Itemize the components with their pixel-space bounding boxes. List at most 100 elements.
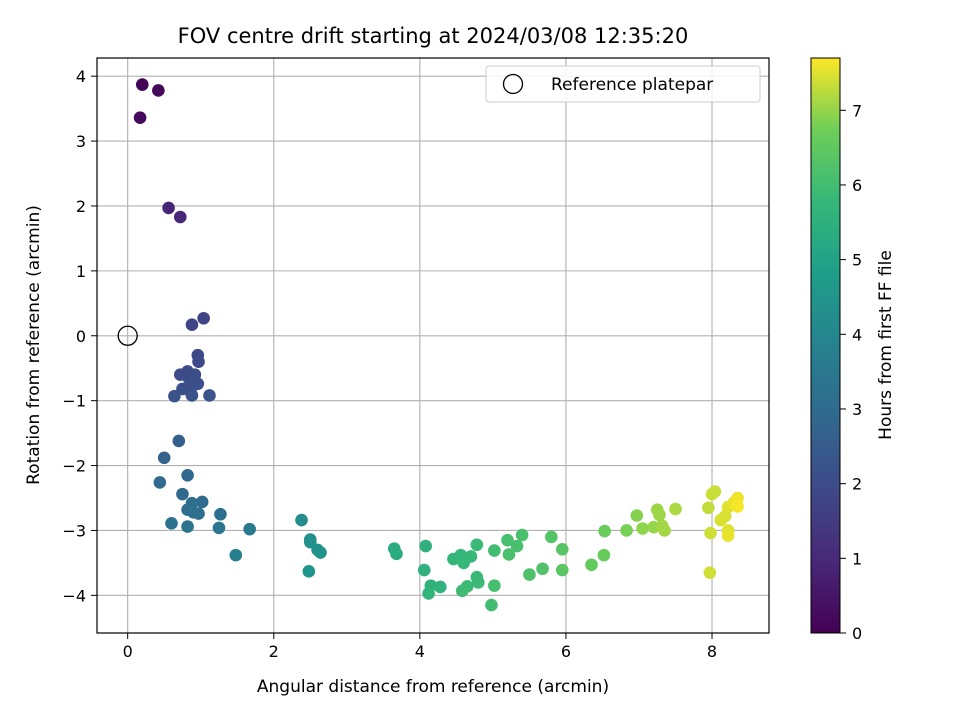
y-tick-label: 1 bbox=[76, 262, 86, 281]
data-point bbox=[457, 556, 470, 570]
y-tick-label: 2 bbox=[76, 197, 86, 216]
colorbar-tick-label: 5 bbox=[852, 251, 862, 270]
data-point bbox=[703, 566, 717, 579]
data-point bbox=[555, 542, 569, 556]
data-point bbox=[212, 521, 226, 535]
data-point bbox=[192, 355, 205, 369]
data-point bbox=[502, 548, 516, 561]
x-tick-label: 0 bbox=[123, 642, 133, 661]
data-point bbox=[470, 538, 484, 552]
x-tick-label: 6 bbox=[561, 642, 571, 661]
reference-platepar-marker bbox=[117, 325, 138, 346]
data-point bbox=[185, 318, 199, 332]
colorbar-tick-label: 7 bbox=[852, 101, 862, 120]
data-point bbox=[422, 587, 435, 600]
data-point bbox=[181, 468, 194, 482]
data-point bbox=[731, 500, 744, 513]
data-point bbox=[314, 546, 327, 559]
data-point bbox=[390, 547, 403, 561]
data-point bbox=[302, 565, 316, 578]
data-point bbox=[455, 584, 469, 598]
data-point bbox=[636, 522, 649, 535]
data-point bbox=[229, 548, 243, 562]
colorbar-gradient bbox=[810, 57, 841, 634]
data-point bbox=[152, 84, 165, 97]
data-point bbox=[133, 111, 147, 125]
data-point bbox=[585, 558, 598, 572]
x-axis-ticks: 0 2 4 6 8 bbox=[123, 633, 717, 661]
data-point bbox=[597, 548, 611, 562]
data-point bbox=[523, 568, 536, 581]
data-point bbox=[598, 524, 611, 538]
colorbar-ticks: 0 1 2 3 4 5 6 7 bbox=[840, 101, 862, 643]
data-point bbox=[295, 513, 308, 527]
data-point bbox=[515, 528, 529, 542]
legend-marker bbox=[502, 73, 524, 95]
data-point bbox=[721, 529, 735, 542]
data-point bbox=[185, 389, 199, 402]
data-point bbox=[195, 495, 209, 509]
y-tick-label: 0 bbox=[76, 327, 86, 346]
data-point bbox=[214, 507, 227, 521]
colorbar-tick-label: 2 bbox=[852, 475, 862, 494]
data-point bbox=[545, 530, 558, 544]
data-point bbox=[172, 434, 186, 448]
data-point bbox=[157, 451, 171, 465]
colorbar: 0 1 2 3 4 5 6 7 Hours from first FF file bbox=[810, 57, 896, 643]
y-tick-label: 4 bbox=[76, 67, 86, 86]
data-point bbox=[135, 78, 149, 91]
legend: Reference platepar bbox=[485, 65, 761, 103]
y-tick-label: 3 bbox=[76, 132, 86, 151]
data-point bbox=[181, 520, 194, 533]
data-point bbox=[168, 389, 181, 403]
data-point bbox=[419, 539, 432, 553]
legend-entry-reference-platepar: Reference platepar bbox=[551, 75, 713, 95]
y-tick-label: −4 bbox=[62, 586, 86, 605]
data-point bbox=[203, 389, 216, 402]
colorbar-tick-label: 3 bbox=[852, 400, 862, 419]
data-point bbox=[708, 485, 722, 498]
data-point bbox=[153, 476, 167, 489]
y-axis-ticks: −4 −3 −2 −1 0 1 2 3 4 bbox=[62, 67, 97, 605]
x-tick-label: 2 bbox=[269, 642, 279, 661]
data-point bbox=[510, 539, 524, 553]
data-point bbox=[536, 562, 549, 576]
colorbar-tick-label: 4 bbox=[852, 325, 862, 344]
data-point bbox=[555, 563, 569, 577]
data-point bbox=[620, 524, 633, 537]
legend-box bbox=[485, 65, 761, 103]
data-point bbox=[658, 524, 671, 537]
y-tick-label: −2 bbox=[62, 457, 86, 476]
colorbar-label: Hours from first FF file bbox=[876, 250, 896, 440]
y-tick-label: −1 bbox=[62, 392, 86, 411]
data-point bbox=[488, 579, 501, 592]
data-point bbox=[197, 311, 210, 325]
data-point bbox=[704, 526, 717, 540]
grid-lines bbox=[97, 58, 769, 633]
plot-frame bbox=[96, 57, 770, 634]
data-point bbox=[162, 201, 175, 215]
data-point bbox=[192, 507, 205, 520]
data-point bbox=[243, 522, 256, 536]
y-axis-label: Rotation from reference (arcmin) bbox=[24, 205, 44, 485]
data-points bbox=[133, 78, 744, 612]
data-point bbox=[653, 508, 666, 522]
data-point bbox=[471, 576, 485, 589]
chart-title: FOV centre drift starting at 2024/03/08 … bbox=[178, 24, 689, 48]
data-point bbox=[165, 517, 178, 530]
data-point bbox=[434, 580, 447, 594]
colorbar-tick-label: 1 bbox=[852, 549, 862, 568]
data-point bbox=[630, 509, 644, 522]
reference-marker bbox=[117, 325, 138, 346]
data-point bbox=[669, 502, 682, 516]
data-point bbox=[417, 563, 431, 577]
data-point bbox=[173, 210, 187, 224]
data-point bbox=[488, 544, 501, 557]
data-point bbox=[501, 533, 514, 547]
x-tick-label: 4 bbox=[415, 642, 425, 661]
y-tick-label: −3 bbox=[62, 521, 86, 540]
colorbar-tick-label: 0 bbox=[852, 624, 862, 643]
x-tick-label: 8 bbox=[707, 642, 717, 661]
data-point bbox=[176, 487, 189, 501]
